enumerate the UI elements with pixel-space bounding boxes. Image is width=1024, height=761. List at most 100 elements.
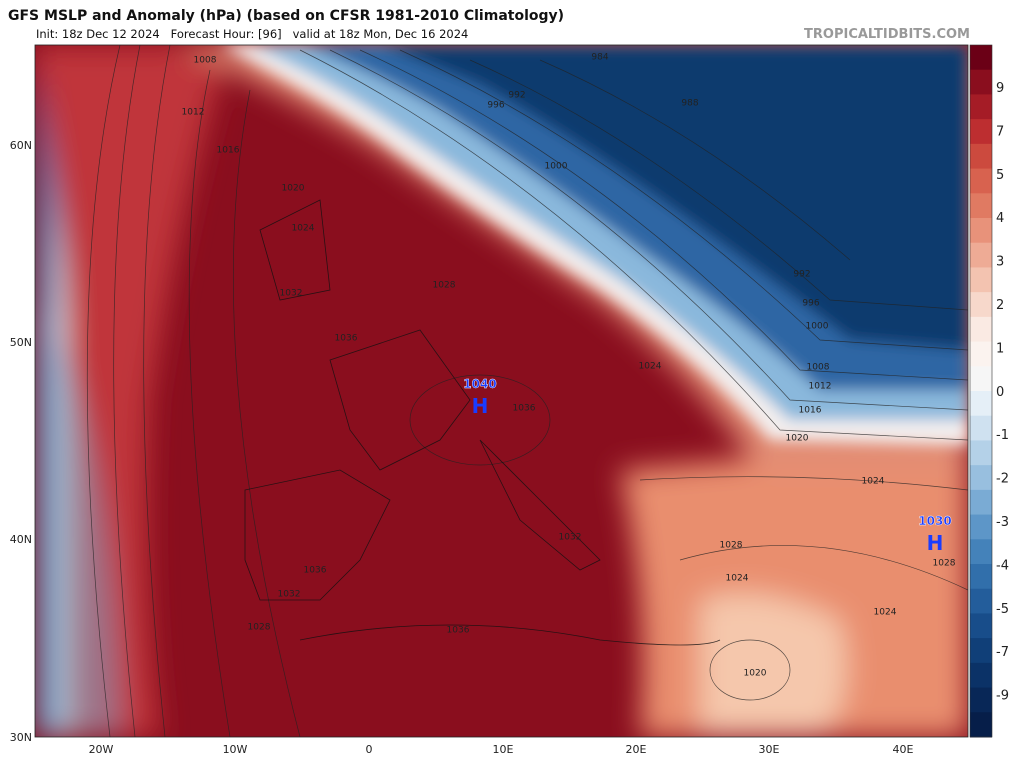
colorbar-segment	[970, 391, 992, 417]
colorbar-label: 5	[996, 168, 1004, 183]
colorbar-segment	[970, 267, 992, 293]
isobar-label: 1036	[335, 334, 358, 344]
colorbar-label: -1	[996, 428, 1009, 443]
longitude-label: 30E	[759, 743, 780, 756]
colorbar-segment	[970, 712, 992, 738]
colorbar-segment	[970, 638, 992, 664]
axis-labels: 60N 50N 40N 30N 20W 10W 0 10E 20E 30E 40E	[10, 44, 969, 756]
colorbar-label: -3	[996, 515, 1009, 530]
colorbar-label: 9	[996, 81, 1004, 96]
colorbar-segment	[970, 465, 992, 491]
colorbar-segment	[970, 242, 992, 268]
isobar-label: 1016	[217, 146, 240, 156]
colorbar-segment	[970, 662, 992, 689]
colorbar-label: -2	[996, 472, 1009, 487]
colorbar-segment	[970, 143, 992, 170]
isobar-label: 1020	[282, 184, 305, 194]
colorbar-segment	[970, 168, 992, 194]
isobar-label: 1016	[799, 406, 822, 416]
isobar-labels: 1008 1012 1016 1020 1024 1028 1032 1036 984 988 99…	[182, 53, 956, 679]
colorbar-segment	[970, 489, 992, 516]
colorbar-label: -9	[996, 689, 1009, 704]
isobar-label: 1028	[433, 281, 456, 291]
colorbar-segment	[970, 316, 992, 343]
isobar-label: 1024	[874, 608, 897, 618]
latitude-label: 50N	[10, 336, 32, 349]
colorbar-label: 0	[996, 385, 1004, 400]
colorbar-segment	[970, 69, 992, 95]
isobar-label: 1036	[304, 566, 327, 576]
high-pressure-symbol: H	[927, 531, 944, 555]
longitude-label: 20W	[89, 743, 114, 756]
isobar-label: 1008	[807, 363, 830, 373]
colorbar-label: -7	[996, 645, 1009, 660]
latitude-label: 40N	[10, 533, 32, 546]
colorbar-frame	[969, 44, 993, 738]
colorbar-segment	[970, 94, 992, 120]
isobar-label: 1032	[280, 289, 303, 299]
isobar-label: 996	[487, 101, 504, 111]
longitude-label: 40E	[893, 743, 914, 756]
high-pressure-value: 1030	[918, 514, 951, 528]
isobar-label: 984	[591, 53, 608, 63]
latitude-label: 30N	[10, 731, 32, 744]
subtitle: Init: 18z Dec 12 2024 Forecast Hour: [96…	[36, 27, 468, 41]
colorbar-segment	[970, 415, 992, 441]
isobar-label: 1036	[513, 404, 536, 414]
isobar-label: 1028	[933, 559, 956, 569]
latitude-label: 60N	[10, 139, 32, 152]
colorbar-segment	[970, 193, 992, 219]
colorbar-label: -4	[996, 558, 1009, 573]
isobar-label: 1024	[726, 574, 749, 584]
site-credit: TROPICALTIDBITS.COM	[804, 27, 970, 42]
map-frame	[34, 44, 969, 738]
colorbar-label: 3	[996, 255, 1004, 270]
isobar-label: 1020	[786, 434, 809, 444]
isobar-label: 996	[802, 299, 819, 309]
isobar-label: 988	[681, 99, 698, 109]
isobar-label: 992	[508, 91, 525, 101]
isobar-label: 1000	[545, 162, 568, 172]
isobar-label: 1024	[639, 362, 662, 372]
isobar-label: 1024	[292, 224, 315, 234]
isobar-label: 1024	[862, 477, 885, 487]
colorbar-segment	[970, 588, 992, 614]
colorbar-segment	[970, 366, 992, 392]
colorbar-label: 2	[996, 298, 1004, 313]
isobar-label: 1028	[720, 541, 743, 551]
high-markers: 1040 H 1030 H	[463, 377, 952, 555]
isobar-label: 1032	[278, 590, 301, 600]
isobar-label: 1008	[194, 56, 217, 66]
isobar-label: 992	[793, 270, 810, 280]
map	[35, 45, 968, 737]
colorbar-label: 4	[996, 211, 1004, 226]
colorbar-segment	[970, 564, 992, 590]
colorbar-segment	[970, 613, 992, 639]
high-pressure-symbol: H	[472, 394, 489, 418]
colorbar: 9 7 5 4 3 2 1 0 -1 -2 -3 -4 -5 -7 -9	[969, 44, 1009, 738]
colorbar-segment	[970, 440, 992, 466]
colorbar-segment	[970, 45, 992, 71]
colorbar-label: 1	[996, 341, 1004, 356]
longitude-label: 20E	[626, 743, 647, 756]
isobar-label: 1012	[809, 382, 832, 392]
isobar-label: 1032	[559, 533, 582, 543]
title: GFS MSLP and Anomaly (hPa) (based on CFS…	[8, 8, 564, 24]
colorbar-segment	[970, 539, 992, 565]
isobar-label: 1028	[248, 623, 271, 633]
longitude-label: 10W	[223, 743, 248, 756]
colorbar-segment	[970, 514, 992, 540]
isobar-label: 1036	[447, 626, 470, 636]
isobar-label: 1020	[744, 669, 767, 679]
colorbar-label: 7	[996, 124, 1004, 139]
colorbar-segment	[970, 218, 992, 244]
colorbar-segment	[970, 292, 992, 318]
longitude-label: 0	[366, 743, 373, 756]
high-pressure-value: 1040	[463, 377, 496, 391]
colorbar-segment	[970, 687, 992, 713]
colorbar-segment	[970, 119, 992, 145]
colorbar-segment	[970, 341, 992, 367]
isobar-label: 1012	[182, 108, 205, 118]
